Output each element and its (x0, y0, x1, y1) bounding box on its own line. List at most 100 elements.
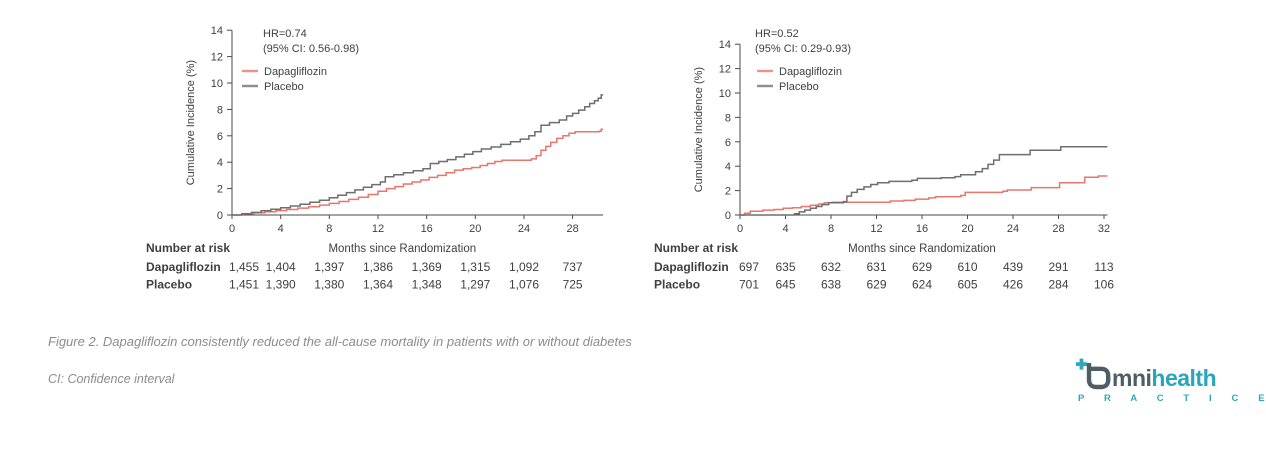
y-tick-label: 8 (725, 112, 731, 124)
risk-value: 426 (1003, 278, 1023, 292)
risk-value: 284 (1048, 278, 1068, 292)
risk-value: 1,297 (460, 278, 490, 292)
hr-annotation: HR=0.52 (755, 28, 799, 40)
x-tick-label: 4 (278, 223, 284, 235)
x-tick-label: 12 (870, 223, 882, 235)
x-tick-label: 16 (916, 223, 928, 235)
series-line-placebo (232, 94, 604, 216)
risk-value: 1,390 (266, 278, 296, 292)
ci-annotation: (95% CI: 0.56-0.98) (263, 43, 359, 55)
y-tick-label: 14 (211, 25, 223, 37)
risk-row-label-placebo: Placebo (654, 278, 700, 292)
x-tick-label: 24 (518, 223, 530, 235)
risk-table-title: Number at risk (654, 241, 738, 255)
risk-value: 1,092 (509, 260, 539, 274)
risk-row-label-placebo: Placebo (146, 278, 192, 292)
y-tick-label: 10 (211, 78, 223, 90)
y-tick-label: 2 (217, 184, 223, 196)
risk-table-title: Number at risk (146, 241, 230, 255)
y-tick-label: 10 (719, 88, 731, 100)
logo-practice-label: P R A C T I C E (1078, 393, 1266, 404)
x-tick-label: 28 (566, 223, 578, 235)
risk-value: 1,451 (229, 278, 259, 292)
risk-value: 629 (912, 260, 932, 274)
risk-value: 106 (1094, 278, 1114, 292)
y-tick-label: 12 (719, 64, 731, 76)
risk-row-label-dapagliflozin: Dapagliflozin (654, 260, 729, 274)
risk-value: 645 (775, 278, 795, 292)
y-tick-label: 2 (725, 186, 731, 198)
x-tick-label: 20 (961, 223, 973, 235)
y-tick-label: 14 (719, 39, 731, 51)
x-tick-label: 32 (1098, 223, 1110, 235)
risk-value: 631 (866, 260, 886, 274)
risk-value: 113 (1094, 260, 1113, 274)
risk-value: 1,369 (412, 260, 442, 274)
y-tick-label: 4 (725, 161, 731, 173)
ci-annotation: (95% CI: 0.29-0.93) (755, 43, 851, 55)
y-axis-title: Cumulative Incidence (%) (693, 67, 705, 192)
series-line-dapagliflozin (232, 128, 604, 216)
legend-label-placebo: Placebo (264, 81, 304, 93)
y-tick-label: 6 (217, 131, 223, 143)
series-line-dapagliflozin (740, 175, 1108, 216)
logo-wordmark: mnihealth (1076, 358, 1226, 390)
hr-annotation: HR=0.74 (263, 28, 307, 40)
x-tick-label: 24 (1007, 223, 1019, 235)
risk-value: 291 (1048, 260, 1068, 274)
risk-value: 1,386 (363, 260, 393, 274)
risk-value: 1,315 (460, 260, 490, 274)
risk-row-label-dapagliflozin: Dapagliflozin (146, 260, 221, 274)
x-tick-label: 28 (1052, 223, 1064, 235)
y-tick-label: 0 (217, 210, 223, 222)
y-tick-label: 6 (725, 137, 731, 149)
risk-value: 1,076 (509, 278, 539, 292)
x-tick-label: 20 (469, 223, 481, 235)
x-tick-label: 0 (229, 223, 235, 235)
risk-value: 610 (957, 260, 977, 274)
logo-o-stroke (1086, 363, 1111, 390)
legend-label-dapagliflozin: Dapagliflozin (779, 66, 842, 78)
risk-value: 624 (912, 278, 932, 292)
x-axis-title: Months since Randomization (848, 243, 996, 255)
x-tick-label: 4 (782, 223, 788, 235)
y-tick-label: 0 (725, 210, 731, 222)
risk-value: 1,364 (363, 278, 393, 292)
x-tick-label: 8 (326, 223, 332, 235)
risk-value: 605 (957, 278, 977, 292)
x-tick-label: 8 (828, 223, 834, 235)
x-axis-title: Months since Randomization (328, 243, 476, 255)
risk-value: 737 (563, 260, 583, 274)
x-tick-label: 16 (421, 223, 433, 235)
figure-caption: Figure 2. Dapagliflozin consistently red… (48, 334, 632, 349)
risk-value: 632 (821, 260, 841, 274)
legend-label-dapagliflozin: Dapagliflozin (264, 66, 327, 78)
risk-value: 1,455 (229, 260, 259, 274)
y-tick-label: 8 (217, 104, 223, 116)
x-tick-label: 12 (372, 223, 384, 235)
x-tick-label: 0 (737, 223, 743, 235)
risk-value: 725 (563, 278, 583, 292)
logo-text: mnihealth (1112, 365, 1217, 391)
series-line-placebo (740, 145, 1108, 216)
abbreviation-footnote: CI: Confidence interval (48, 372, 175, 386)
y-tick-label: 12 (211, 52, 223, 64)
risk-value: 1,397 (314, 260, 344, 274)
legend-label-placebo: Placebo (779, 81, 819, 93)
logo-brand-suffix: health (1151, 365, 1217, 391)
risk-value: 439 (1003, 260, 1023, 274)
risk-value: 629 (866, 278, 886, 292)
risk-value: 1,348 (412, 278, 442, 292)
omni-o-mark-icon (1076, 358, 1111, 390)
y-axis-title: Cumulative Incidence (%) (185, 60, 197, 185)
risk-value: 697 (739, 260, 759, 274)
risk-value: 638 (821, 278, 841, 292)
risk-value: 701 (739, 278, 759, 292)
risk-value: 1,380 (314, 278, 344, 292)
omnihealth-logo: mnihealth P R A C T I C E (1076, 358, 1266, 404)
logo-brand-prefix: mni (1112, 365, 1152, 391)
risk-value: 1,404 (266, 260, 296, 274)
